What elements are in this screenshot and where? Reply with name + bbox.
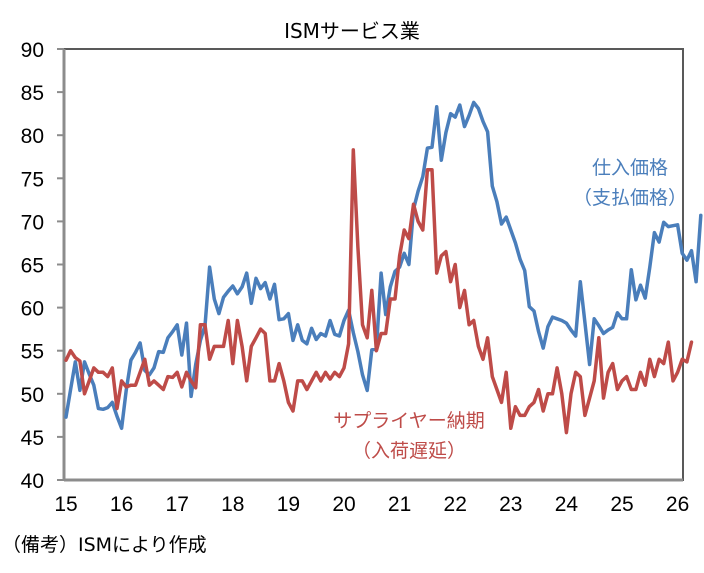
x-tick-label: 26 — [666, 493, 689, 516]
x-tick-label: 22 — [444, 493, 467, 516]
y-tick-label: 60 — [21, 298, 44, 321]
x-tick-label: 23 — [499, 493, 522, 516]
x-tick-label: 16 — [110, 493, 133, 516]
annotation-input-prices-line1: 仕入価格 — [592, 157, 668, 179]
x-tick-label: 19 — [277, 493, 300, 516]
x-tick-label: 21 — [388, 493, 411, 516]
y-tick-label: 65 — [21, 255, 44, 278]
y-tick-label: 80 — [21, 125, 44, 148]
series-line-input-prices — [64, 100, 703, 431]
series-annotations: 仕入価格 （支払価格） サプライヤー納期 （入荷遅延） — [333, 157, 687, 462]
x-tick-label: 25 — [610, 493, 633, 516]
y-tick-label: 45 — [21, 427, 44, 450]
x-tick-label: 17 — [166, 493, 189, 516]
y-tick-label: 40 — [21, 470, 44, 493]
series-lines — [64, 100, 703, 435]
annotation-supplier-deliveries-line1: サプライヤー納期 — [333, 410, 484, 432]
x-tick-label: 20 — [332, 493, 355, 516]
y-tick-label: 55 — [21, 341, 44, 364]
x-tick-label: 18 — [221, 493, 244, 516]
x-tick-labels: 15 16 17 18 19 20 21 22 23 24 25 26 — [54, 493, 689, 516]
y-tick-label: 50 — [21, 384, 44, 407]
x-tick-label: 15 — [54, 493, 77, 516]
y-tick-label: 90 — [21, 39, 44, 62]
y-tick-label: 85 — [21, 82, 44, 105]
series-line-supplier-deliveries — [64, 148, 694, 435]
y-tick-label: 75 — [21, 168, 44, 191]
annotation-input-prices-line2: （支払価格） — [573, 187, 687, 209]
chart-title: ISMサービス業 — [284, 19, 420, 43]
y-tick-labels: 40 45 50 55 60 65 70 75 80 85 90 — [21, 39, 64, 493]
annotation-supplier-deliveries-line2: （入荷遅延） — [352, 440, 466, 462]
y-tick-label: 70 — [21, 211, 44, 234]
x-tick-label: 24 — [555, 493, 579, 516]
source-note: （備考）ISMにより作成 — [2, 534, 207, 556]
